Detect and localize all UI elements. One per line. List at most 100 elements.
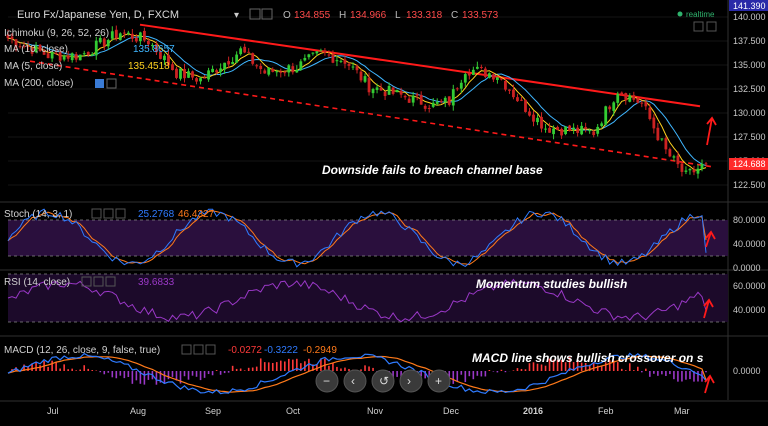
macd-line (7, 352, 707, 395)
legend-label[interactable]: MA (10, close) (4, 44, 68, 55)
close-icon[interactable] (105, 276, 116, 287)
ohlc-value: 133.573 (462, 10, 499, 21)
settings-icon[interactable] (95, 79, 104, 88)
candle-body (363, 76, 367, 82)
candles (6, 25, 708, 179)
stoch-y-tick: 0.0000 (733, 263, 761, 273)
candle-body (668, 149, 672, 157)
candle-body (616, 93, 620, 103)
macd-title[interactable]: MACD (12, 26, close, 9, false, true) (4, 345, 160, 356)
eye-icon[interactable] (193, 344, 204, 355)
candle-body (680, 163, 684, 172)
candle-body (98, 38, 102, 43)
eye-icon[interactable] (106, 78, 117, 89)
candle-body (291, 66, 295, 73)
stoch-y-tick: 40.0000 (733, 239, 766, 249)
close-icon[interactable] (205, 344, 216, 355)
candle-body (696, 168, 700, 174)
candle-body (243, 46, 247, 53)
candle-body (395, 89, 399, 93)
candle-body (42, 50, 46, 55)
candle-body (367, 77, 371, 93)
candle-body (419, 95, 423, 105)
candle-body (423, 105, 427, 109)
candle-body (179, 68, 182, 79)
candle-body (640, 102, 644, 104)
candle-body (94, 40, 98, 56)
candle-body (187, 71, 190, 78)
candle-body (520, 99, 523, 101)
pane-control-icon[interactable] (693, 21, 704, 32)
candle-body (688, 168, 692, 171)
candle-body (223, 62, 227, 70)
annotation-channel: Downside fails to breach channel base (322, 163, 543, 177)
zoom-out-icon[interactable] (315, 369, 339, 393)
stoch-d-value: 46.4327 (178, 209, 215, 220)
candle-body (203, 77, 206, 79)
candle-body (403, 95, 407, 98)
candle-body (74, 54, 78, 60)
stoch-title[interactable]: Stoch (14, 3, 1) (4, 209, 72, 220)
y-tick-label: 130.000 (733, 108, 766, 118)
candle-body (371, 89, 375, 94)
x-tick-label: Nov (367, 406, 384, 416)
legend-label[interactable]: MA (200, close) (4, 78, 73, 89)
macd-signal-value: -0.2949 (303, 345, 337, 356)
candle-body (46, 53, 50, 59)
candle-body (339, 60, 343, 62)
rsi-title[interactable]: RSI (14, close) (4, 277, 70, 288)
settings-icon[interactable] (81, 276, 92, 287)
candle-body (82, 53, 86, 55)
macd-signal-line (7, 355, 707, 393)
settings-icon[interactable] (181, 344, 192, 355)
scroll-right-icon[interactable] (399, 369, 423, 393)
candle-body (576, 127, 580, 133)
close-icon[interactable] (115, 208, 126, 219)
candle-body (255, 65, 259, 67)
arrow-up-icon-head (706, 116, 717, 126)
annotation-momentum: Momentum studies bullish (476, 277, 627, 291)
rsi-value: 39.6833 (138, 277, 175, 288)
legend-label[interactable]: MA (5, close) (4, 61, 62, 72)
candle-body (235, 54, 239, 63)
candle-body (435, 101, 439, 104)
ohlc-label: C (451, 10, 458, 21)
candle-body (632, 95, 636, 100)
arrow-up-icon (704, 375, 711, 394)
candle-body (167, 54, 170, 66)
pane-control-icon[interactable] (706, 21, 717, 32)
x-tick-label: Mar (674, 406, 690, 416)
symbol-title[interactable]: Euro Fx/Japanese Yen, D, FXCM (17, 9, 179, 21)
scroll-left-icon[interactable] (343, 369, 367, 393)
candle-body (18, 46, 22, 48)
candle-body (227, 61, 231, 65)
candle-body (483, 68, 487, 77)
chevron-down-icon[interactable]: ▾ (234, 10, 239, 21)
candle-body (516, 97, 519, 102)
settings-icon[interactable] (91, 208, 102, 219)
settings-icon[interactable] (249, 8, 261, 20)
candle-body (684, 170, 688, 172)
eye-icon[interactable] (103, 208, 114, 219)
candle-body (307, 54, 311, 58)
candle-body (343, 59, 347, 64)
candle-body (475, 66, 479, 69)
legend-label[interactable]: Ichimoku (9, 26, 52, 26) (4, 28, 109, 39)
eye-icon[interactable] (261, 8, 273, 20)
reset-icon[interactable] (371, 369, 395, 393)
candle-body (66, 55, 70, 59)
candle-body (275, 71, 279, 73)
zoom-in-icon[interactable] (427, 369, 451, 393)
y-tick-label: 132.500 (733, 84, 766, 94)
x-tick-label: 2016 (523, 406, 543, 416)
candle-body (207, 70, 210, 80)
scroll-right-icon-glyph: › (407, 374, 411, 388)
eye-icon[interactable] (93, 276, 104, 287)
rsi-line (7, 278, 707, 323)
candle-body (512, 89, 515, 98)
candle-body (556, 127, 559, 130)
candle-body (636, 98, 640, 103)
candle-body (588, 130, 592, 132)
